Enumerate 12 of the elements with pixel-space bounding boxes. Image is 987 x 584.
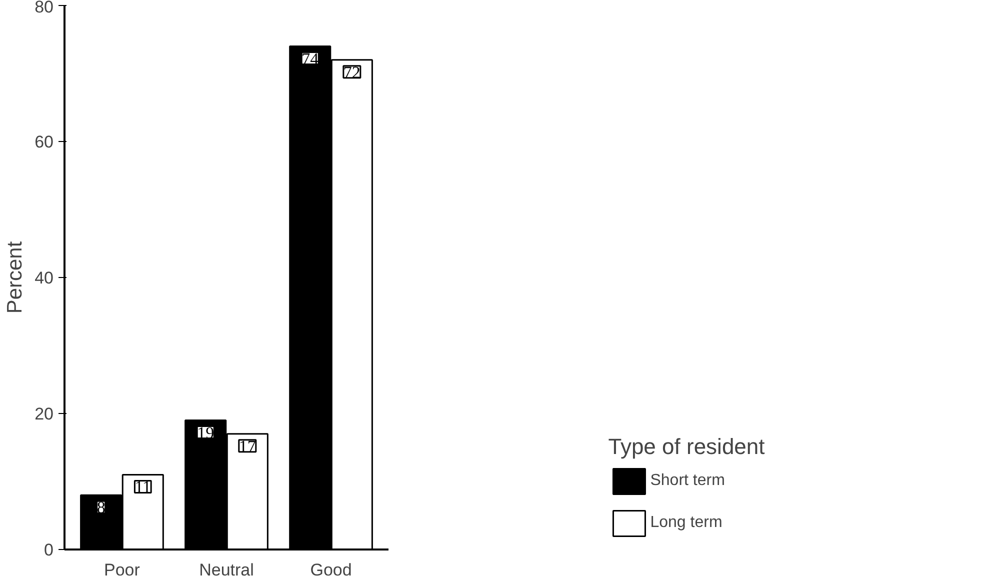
y-tick-label: 0 (44, 540, 54, 560)
x-tick-label: Poor (104, 560, 140, 580)
y-axis-title: Percent (4, 241, 27, 314)
legend-title: Type of resident (608, 434, 765, 460)
y-tick-label: 80 (34, 0, 54, 16)
legend-label: Long term (650, 514, 722, 532)
x-tick-label: Neutral (199, 560, 254, 580)
y-tick-label: 40 (34, 268, 54, 288)
legend-label: Short term (650, 472, 725, 490)
y-tick-label: 60 (34, 132, 54, 152)
x-tick-label: Good (310, 560, 352, 580)
y-tick-label: 20 (34, 404, 54, 424)
